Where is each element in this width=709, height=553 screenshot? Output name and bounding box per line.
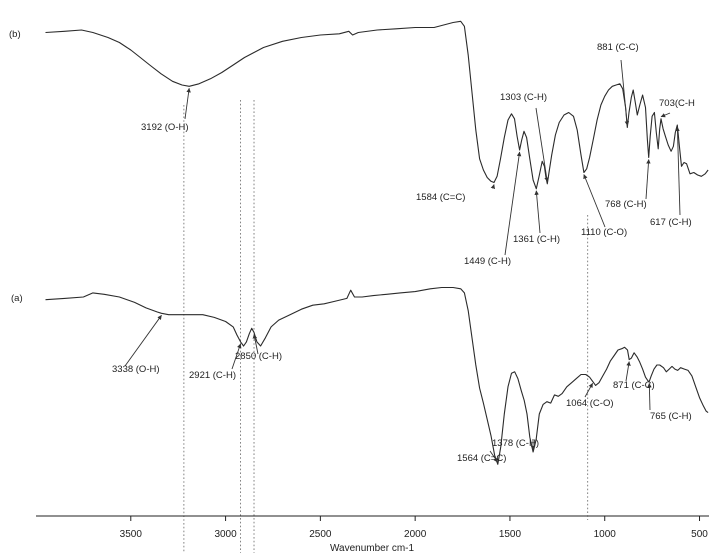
peak-label: 1361 (C-H) bbox=[513, 234, 560, 245]
peak-label: 1110 (C-O) bbox=[581, 227, 627, 238]
peak-label: 1564 (C=C) bbox=[457, 453, 506, 464]
annotation-arrow bbox=[490, 184, 496, 190]
annotation-arrow bbox=[489, 450, 499, 463]
peak-label: 3192 (O-H) bbox=[141, 122, 189, 133]
peak-label: 1449 (C-H) bbox=[464, 256, 511, 267]
peak-label: 2921 (C-H) bbox=[189, 370, 236, 381]
series-tag: (b) bbox=[9, 29, 21, 40]
annotation-arrows bbox=[124, 59, 681, 463]
annotation-arrow bbox=[535, 107, 549, 183]
x-tick-label: 1500 bbox=[499, 529, 522, 540]
peak-label: 1378 (C-H) bbox=[492, 438, 539, 449]
reference-lines bbox=[183, 100, 589, 553]
annotation-arrow bbox=[583, 174, 606, 228]
annotation-arrow bbox=[645, 159, 651, 200]
annotation-arrow bbox=[504, 151, 522, 256]
x-tick-label: 1000 bbox=[594, 529, 617, 540]
annotation-arrow bbox=[584, 382, 593, 398]
annotation-arrow bbox=[231, 343, 242, 370]
x-tick-label: 2000 bbox=[404, 529, 427, 540]
x-tick-label: 3000 bbox=[214, 529, 237, 540]
peak-label: 881 (C-C) bbox=[597, 42, 639, 53]
spectrum-traces bbox=[45, 20, 709, 465]
annotation-arrow bbox=[620, 59, 630, 126]
peak-label: 871 (C-C) bbox=[613, 380, 655, 391]
annotation-arrow bbox=[660, 112, 671, 118]
x-axis: 3500 3000 2500 2000 1500 1000 500 bbox=[36, 515, 709, 540]
annotation-arrow bbox=[184, 87, 191, 120]
peak-label: 1584 (C=C) bbox=[416, 192, 465, 203]
annotation-arrow bbox=[252, 333, 259, 355]
x-tick-label: 500 bbox=[691, 529, 708, 540]
peak-label: 765 (C-H) bbox=[650, 411, 692, 422]
peak-label: 768 (C-H) bbox=[605, 199, 647, 210]
annotation-arrow bbox=[647, 382, 652, 411]
x-axis-title: Wavenumber cm-1 bbox=[330, 543, 415, 553]
peak-label: 617 (C-H) bbox=[650, 217, 692, 228]
spectrum-line-b bbox=[45, 20, 709, 190]
peak-label: 1303 (C-H) bbox=[500, 92, 547, 103]
x-tick-label: 2500 bbox=[309, 529, 332, 540]
series-tag: (a) bbox=[11, 293, 23, 304]
spectrum-line-a bbox=[45, 286, 709, 465]
x-tick-label: 3500 bbox=[120, 529, 143, 540]
annotation-arrow bbox=[534, 190, 541, 234]
series-tags: (b) (a) bbox=[9, 29, 23, 304]
peak-label: 2850 (C-H) bbox=[235, 351, 282, 362]
annotation-arrow bbox=[625, 361, 631, 382]
annotation-arrow bbox=[675, 126, 681, 216]
annotation-arrow bbox=[124, 315, 162, 367]
peak-label: 703(C-H bbox=[659, 98, 695, 109]
peak-label: 1064 (C-O) bbox=[566, 398, 614, 409]
annotation-labels: 3192 (O-H) 1584 (C=C) 1449 (C-H)1361 (C-H)… bbox=[112, 42, 695, 464]
peak-label: 3338 (O-H) bbox=[112, 364, 160, 375]
